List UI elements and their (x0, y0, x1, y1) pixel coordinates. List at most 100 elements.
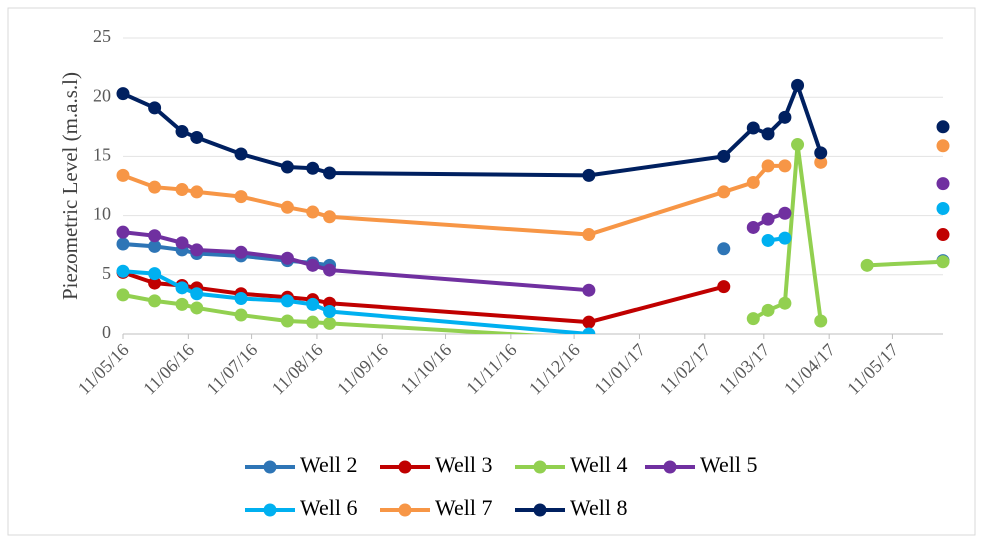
data-point (791, 138, 805, 152)
legend-marker (263, 503, 277, 517)
data-point (148, 180, 162, 194)
plot-area (116, 78, 950, 334)
data-point (791, 78, 805, 92)
data-point (860, 258, 874, 272)
legend-label: Well 4 (570, 452, 628, 477)
data-point (148, 229, 162, 243)
data-point (582, 315, 596, 329)
data-point (280, 314, 294, 328)
data-point (936, 228, 950, 242)
data-point (280, 251, 294, 265)
data-point (175, 125, 189, 139)
data-point (323, 166, 337, 180)
data-point (761, 233, 775, 247)
y-tick-label: 10 (93, 204, 111, 224)
data-point (746, 220, 760, 234)
data-point (148, 239, 162, 253)
data-point (175, 236, 189, 250)
data-point (778, 206, 792, 220)
data-point (175, 183, 189, 197)
legend-marker (533, 460, 547, 474)
data-point (116, 264, 130, 278)
series-line (867, 259, 944, 268)
data-point (190, 301, 204, 315)
data-point (323, 316, 337, 330)
y-tick-label: 15 (93, 145, 111, 165)
data-point (323, 305, 337, 319)
y-axis-label: Piezometric Level (m.a.s.l) (58, 72, 82, 300)
data-point (778, 110, 792, 124)
data-point (190, 243, 204, 257)
legend-marker (398, 503, 412, 517)
data-point (234, 291, 248, 305)
data-point (175, 297, 189, 311)
data-point (761, 159, 775, 173)
y-tick-label: 0 (102, 322, 111, 342)
data-point (306, 258, 320, 272)
data-point (190, 130, 204, 144)
data-point (148, 101, 162, 115)
data-point (280, 294, 294, 308)
series-line (122, 270, 725, 325)
legend-label: Well 6 (300, 495, 358, 520)
data-point (814, 146, 828, 160)
legend-marker (263, 460, 277, 474)
data-point (582, 327, 596, 334)
data-point (148, 267, 162, 281)
data-point (306, 315, 320, 329)
data-point (323, 210, 337, 224)
data-point (582, 228, 596, 242)
data-point (148, 276, 162, 290)
data-point (234, 147, 248, 161)
legend-marker (533, 503, 547, 517)
data-point (746, 175, 760, 189)
data-point (761, 127, 775, 141)
data-point (717, 242, 731, 256)
data-point (148, 294, 162, 308)
data-point (306, 297, 320, 311)
data-point (717, 280, 731, 294)
data-point (936, 120, 950, 134)
data-point (116, 288, 130, 302)
data-point (116, 168, 130, 182)
data-point (936, 255, 950, 269)
data-point (936, 177, 950, 191)
data-point (190, 185, 204, 199)
data-point (234, 245, 248, 259)
y-tick-label: 25 (93, 26, 111, 46)
data-point (814, 155, 828, 169)
legend-label: Well 2 (300, 452, 358, 477)
data-point (761, 212, 775, 226)
legend-marker (398, 460, 412, 474)
legend-label: Well 3 (435, 452, 493, 477)
data-point (306, 205, 320, 219)
legend-label: Well 5 (700, 452, 758, 477)
data-point (778, 159, 792, 173)
data-point (116, 225, 130, 239)
data-point (746, 312, 760, 326)
data-point (746, 121, 760, 135)
data-point (116, 237, 130, 251)
data-point (936, 201, 950, 215)
data-point (761, 303, 775, 317)
data-point (234, 190, 248, 204)
data-point (190, 287, 204, 301)
data-point (717, 185, 731, 199)
y-tick-label: 5 (102, 263, 111, 283)
legend-label: Well 7 (435, 495, 493, 520)
data-point (175, 281, 189, 295)
data-point (717, 149, 731, 163)
data-point (582, 168, 596, 182)
legend-label: Well 8 (570, 495, 628, 520)
data-point (280, 200, 294, 214)
data-point (306, 161, 320, 175)
data-point (936, 139, 950, 153)
data-point (582, 283, 596, 297)
data-point (280, 160, 294, 174)
data-point (778, 231, 792, 245)
data-point (814, 314, 828, 328)
y-tick-label: 20 (93, 85, 111, 105)
data-point (234, 308, 248, 322)
